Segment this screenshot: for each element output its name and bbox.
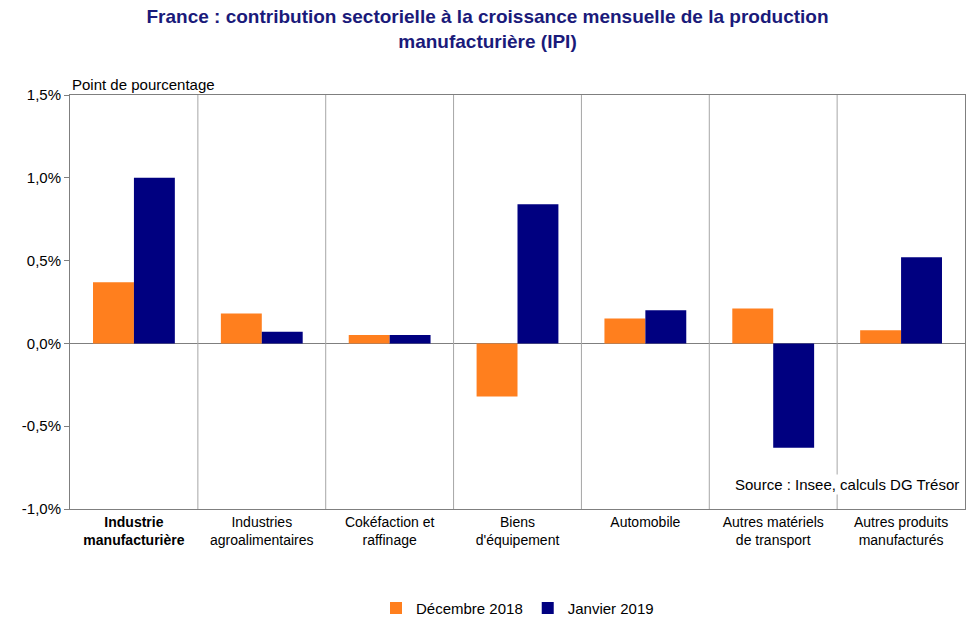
svg-text:Janvier 2019: Janvier 2019 — [568, 600, 654, 617]
svg-text:1,0%: 1,0% — [27, 169, 61, 186]
svg-text:Autres produitsmanufacturés: Autres produitsmanufacturés — [854, 514, 948, 548]
svg-text:1,5%: 1,5% — [27, 86, 61, 103]
svg-text:Point de pourcentage: Point de pourcentage — [72, 76, 215, 93]
svg-text:Biensd'équipement: Biensd'équipement — [476, 514, 560, 548]
svg-text:Industriesagroalimentaires: Industriesagroalimentaires — [210, 514, 314, 548]
svg-text:Source : Insee, calculs DG Tré: Source : Insee, calculs DG Trésor — [735, 476, 959, 493]
svg-text:France : contribution sectorie: France : contribution sectorielle à la c… — [146, 6, 828, 52]
svg-text:0,0%: 0,0% — [27, 335, 61, 352]
svg-text:Automobile: Automobile — [610, 514, 680, 530]
svg-text:-0,5%: -0,5% — [22, 417, 61, 434]
svg-text:Industriemanufacturière: Industriemanufacturière — [83, 514, 184, 548]
svg-text:Cokéfaction etraffinage: Cokéfaction etraffinage — [345, 514, 435, 548]
svg-text:Décembre 2018: Décembre 2018 — [416, 600, 523, 617]
svg-text:-1,0%: -1,0% — [22, 500, 61, 517]
svg-text:0,5%: 0,5% — [27, 252, 61, 269]
svg-text:Autres matérielsde transport: Autres matérielsde transport — [723, 514, 824, 548]
